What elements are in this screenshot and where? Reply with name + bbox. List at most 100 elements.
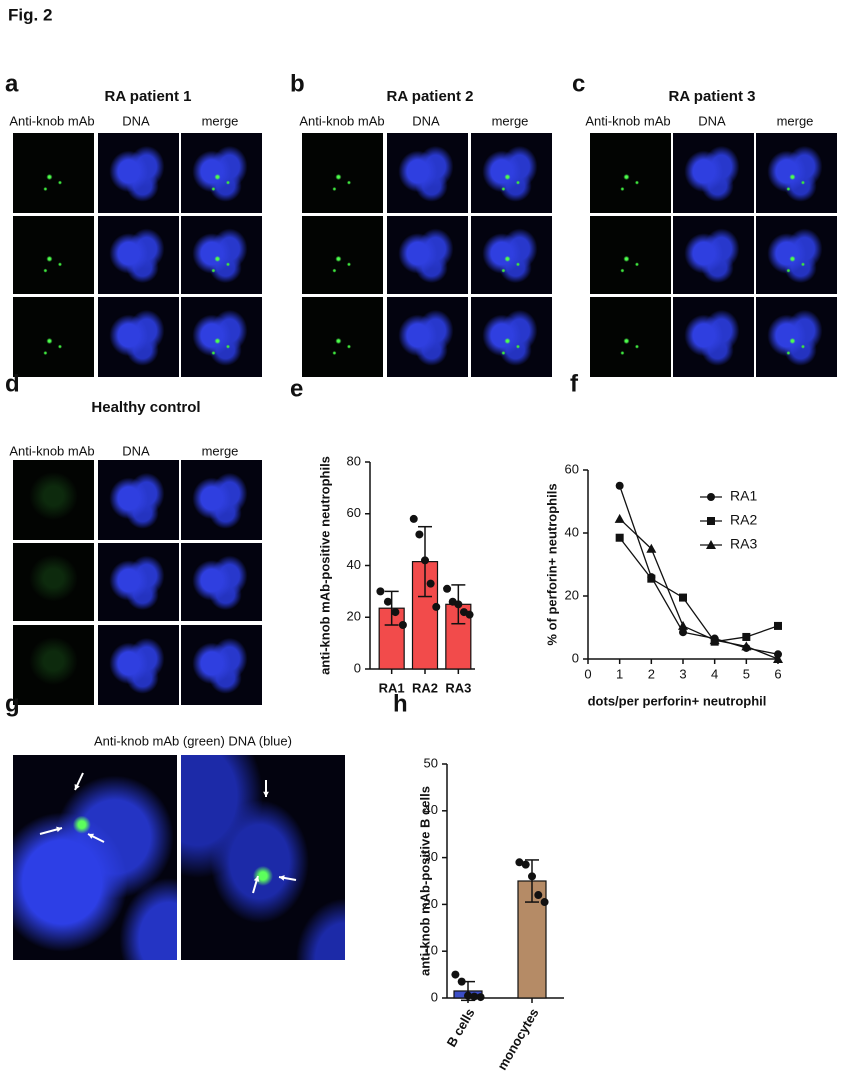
micrograph bbox=[181, 297, 262, 377]
marker bbox=[678, 620, 688, 630]
data-point bbox=[421, 556, 429, 565]
series-line bbox=[619, 518, 779, 660]
data-point bbox=[376, 587, 385, 596]
data-point bbox=[540, 898, 549, 907]
micrograph bbox=[181, 133, 262, 213]
y-tick-label: 20 bbox=[565, 587, 579, 602]
column-label: Anti-knob mAb bbox=[585, 113, 670, 128]
micrograph bbox=[387, 133, 468, 213]
marker bbox=[615, 481, 624, 490]
marker bbox=[679, 593, 687, 602]
data-point bbox=[534, 891, 543, 900]
column-label: DNA bbox=[122, 113, 150, 128]
micrograph bbox=[13, 216, 94, 294]
column-label: DNA bbox=[122, 443, 150, 458]
data-point bbox=[528, 872, 536, 881]
data-point bbox=[476, 993, 485, 1002]
marker bbox=[646, 543, 657, 553]
column-label: Anti-knob mAb bbox=[9, 443, 94, 458]
x-tick-label: monocytes bbox=[494, 1006, 541, 1073]
micrograph bbox=[471, 133, 552, 213]
data-point bbox=[521, 860, 530, 869]
panel-letter: b bbox=[290, 70, 305, 97]
micrograph bbox=[673, 297, 754, 377]
y-tick-label: 0 bbox=[431, 989, 438, 1004]
legend-label: RA3 bbox=[730, 536, 757, 552]
x-tick-label: 1 bbox=[616, 666, 623, 681]
data-point bbox=[451, 970, 460, 979]
marker bbox=[647, 574, 656, 583]
panel-letter: d bbox=[5, 370, 20, 397]
x-tick-label: RA3 bbox=[445, 680, 471, 695]
panel-letter: g bbox=[5, 690, 20, 717]
column-label: DNA bbox=[412, 113, 440, 128]
y-tick-label: 20 bbox=[347, 609, 361, 624]
y-tick-label: 60 bbox=[347, 505, 361, 520]
micrograph bbox=[387, 216, 468, 294]
x-tick-label: RA1 bbox=[379, 680, 405, 695]
data-point bbox=[464, 991, 472, 1000]
y-tick-label: 20 bbox=[424, 896, 438, 911]
column-label: Anti-knob mAb bbox=[9, 113, 94, 128]
micrograph bbox=[756, 216, 837, 294]
y-tick-label: 10 bbox=[424, 943, 438, 958]
marker bbox=[706, 540, 716, 549]
arrow-head bbox=[74, 784, 80, 790]
micrograph bbox=[181, 543, 262, 621]
y-tick-label: 30 bbox=[424, 849, 438, 864]
marker bbox=[679, 628, 687, 637]
data-point bbox=[465, 610, 474, 619]
micrograph bbox=[181, 755, 345, 960]
micrograph bbox=[98, 216, 179, 294]
marker bbox=[742, 632, 751, 641]
column-label: merge bbox=[492, 113, 529, 128]
y-axis-label: anti-knob mAb-positive B cells bbox=[417, 786, 432, 976]
legend-label: RA2 bbox=[730, 512, 757, 528]
arrow-head bbox=[56, 826, 62, 833]
y-tick-label: 0 bbox=[354, 660, 361, 675]
marker bbox=[615, 533, 624, 542]
y-tick-label: 80 bbox=[347, 453, 361, 468]
data-point bbox=[432, 602, 441, 611]
marker bbox=[614, 513, 625, 523]
x-axis-label: dots/per perforin+ neutrophil bbox=[588, 693, 767, 708]
micrograph bbox=[13, 543, 94, 621]
marker bbox=[773, 654, 783, 663]
micrograph bbox=[13, 133, 94, 213]
micrograph bbox=[756, 133, 837, 213]
legend-label: RA1 bbox=[730, 488, 757, 504]
y-tick-label: 60 bbox=[565, 461, 579, 476]
micrograph bbox=[673, 133, 754, 213]
micrograph bbox=[181, 460, 262, 540]
arrow-head bbox=[279, 875, 285, 881]
y-tick-label: 0 bbox=[572, 650, 579, 665]
panel-letter: h bbox=[393, 690, 408, 717]
column-label: merge bbox=[777, 113, 814, 128]
data-point bbox=[383, 597, 392, 606]
x-tick-label: B cells bbox=[444, 1006, 478, 1050]
arrow-head bbox=[253, 876, 260, 882]
column-label: DNA bbox=[698, 113, 726, 128]
marker bbox=[774, 621, 782, 630]
micrograph bbox=[673, 216, 754, 294]
panel-title: RA patient 3 bbox=[669, 88, 756, 105]
column-label: Anti-knob mAb bbox=[299, 113, 384, 128]
y-axis-label: % of perforin+ neutrophils bbox=[544, 483, 559, 645]
data-point bbox=[457, 977, 466, 986]
micrograph bbox=[471, 297, 552, 377]
x-tick-label: 2 bbox=[648, 666, 655, 681]
x-tick-label: 3 bbox=[679, 666, 686, 681]
panel-title: RA patient 1 bbox=[105, 88, 192, 105]
micrograph bbox=[98, 460, 179, 540]
y-tick-label: 50 bbox=[424, 755, 438, 770]
micrograph bbox=[98, 133, 179, 213]
micrograph bbox=[302, 216, 383, 294]
x-tick-label: 4 bbox=[711, 666, 718, 681]
x-tick-label: 5 bbox=[743, 666, 750, 681]
panel-letter: c bbox=[572, 70, 585, 97]
x-tick-label: RA2 bbox=[412, 680, 438, 695]
y-tick-label: 40 bbox=[424, 802, 438, 817]
panel-letter: f bbox=[570, 370, 579, 397]
